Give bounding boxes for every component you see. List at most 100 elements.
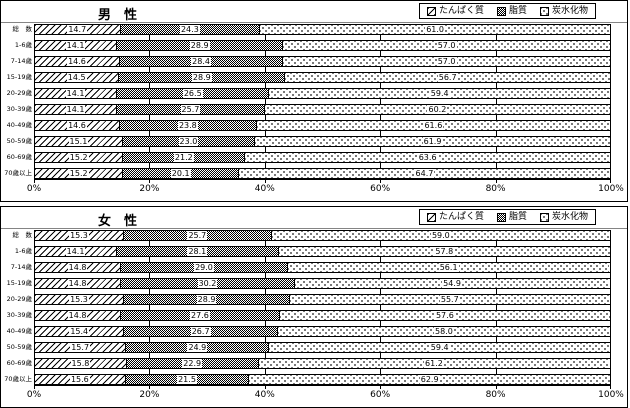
legend-marker-protein-icon: [426, 6, 436, 16]
row-label: 1-6歳: [14, 41, 32, 49]
data-label: 24.3: [179, 25, 200, 34]
data-label: 59.0: [430, 231, 451, 240]
bar-segment-fat: 23.0: [121, 137, 255, 146]
legend-marker-protein-icon: [426, 212, 436, 222]
bar-segment-fat: 24.9: [125, 343, 269, 352]
data-label: 14.6: [67, 121, 87, 130]
data-label: 14.5: [66, 73, 87, 82]
data-label: 30.2: [197, 279, 218, 288]
bar-row: 15.3 25.7 59.0: [34, 230, 611, 241]
row-label: 50-59歳: [6, 343, 32, 351]
gridline-40%: [264, 230, 266, 389]
x-tick-label: 60%: [370, 390, 391, 400]
bar-segment-protein: 14.1: [35, 247, 117, 256]
x-tick-label: 0%: [26, 390, 42, 400]
bar-segment-protein: 15.4: [35, 327, 124, 336]
bar-segment-protein: 15.3: [35, 295, 123, 304]
category-axis: 総 数 1-6歳 7-14歳 15-19歳 20-29歳 30-39歳 40-49歳 50-5…: [1, 24, 34, 180]
gridline-80%: [495, 24, 497, 183]
bar-segment-carb: 59.0: [270, 231, 610, 240]
row-label: 60-69歳: [6, 359, 32, 367]
data-label: 57.6: [434, 311, 455, 320]
bar-segment-protein: 15.1: [35, 137, 122, 146]
bar-segment-carb: 60.2: [263, 105, 610, 114]
bar-segment-carb: 61.9: [254, 137, 610, 146]
legend-item-protein: たんぱく質: [426, 211, 484, 223]
bar-segment-carb: 58.0: [276, 327, 610, 336]
bar-segment-carb: 56.7: [284, 73, 611, 82]
bar-segment-carb: 56.1: [286, 263, 610, 272]
data-label: 26.5: [182, 89, 203, 98]
bar-segment-carb: 62.9: [248, 375, 610, 384]
x-tick-label: 100%: [598, 390, 624, 400]
bar-segment-fat: 30.2: [120, 279, 294, 288]
bar-segment-carb: 61.0: [259, 25, 610, 34]
bar-segment-protein: 15.2: [35, 169, 123, 178]
x-tick-label: 80%: [485, 390, 506, 400]
bar-row: 14.1 26.5 59.4: [34, 88, 611, 99]
bar-segment-fat: 27.6: [120, 311, 279, 320]
bar-row: 14.5 28.9 56.7: [34, 72, 611, 83]
data-label: 14.7: [67, 25, 88, 34]
bar-row: 14.6 28.4 57.0: [34, 56, 611, 67]
chart-title-female: 女 性: [98, 214, 138, 229]
data-label: 63.6: [417, 153, 438, 162]
legend-marker-fat-icon: [496, 6, 506, 16]
row-label: 総 数: [12, 231, 33, 239]
bar-row: 14.1 28.9 57.0: [34, 40, 611, 51]
bar-row: 15.2 21.2 63.6: [34, 152, 611, 163]
data-label: 56.1: [438, 263, 459, 272]
bar-segment-fat: 22.9: [125, 359, 258, 368]
data-label: 14.1: [65, 105, 86, 114]
data-label: 57.0: [436, 57, 457, 66]
bar-segment-fat: 28.9: [118, 73, 285, 82]
data-label: 15.6: [69, 375, 90, 384]
data-label: 59.4: [429, 343, 450, 352]
data-label: 58.0: [433, 327, 454, 336]
bar-row: 14.8 29.0 56.1: [34, 262, 611, 273]
bar-segment-protein: 14.1: [35, 105, 117, 114]
row-label: 50-59歳: [6, 137, 32, 145]
gridline-60%: [380, 24, 382, 183]
row-label: 70歳以上: [4, 169, 32, 177]
gridline-80%: [495, 230, 497, 389]
bar-row: 14.8 30.2 54.9: [34, 278, 611, 289]
data-label: 15.4: [69, 327, 90, 336]
data-label: 15.7: [70, 343, 91, 352]
row-label: 40-49歳: [6, 121, 32, 129]
bar-segment-protein: 14.6: [35, 121, 119, 130]
gridline-100%: [610, 24, 611, 183]
bar-segment-protein: 15.3: [35, 231, 123, 240]
row-label: 1-6歳: [14, 247, 32, 255]
x-axis: 0% 20% 40% 60% 80% 100%: [27, 386, 624, 401]
bar-row: 14.7 24.3 61.0: [34, 24, 611, 35]
data-label: 14.1: [65, 247, 86, 256]
data-label: 14.1: [65, 89, 86, 98]
data-label: 15.1: [68, 137, 89, 146]
data-label: 15.2: [68, 153, 89, 162]
bar-segment-carb: 57.0: [282, 41, 610, 50]
bar-segment-fat: 29.0: [120, 263, 287, 272]
legend-item-fat: 脂質: [496, 211, 527, 223]
legend-label-protein: たんぱく質: [438, 6, 484, 16]
legend-marker-carb-icon: [539, 6, 549, 16]
bar-segment-protein: 14.8: [35, 279, 121, 288]
bar-segment-fat: 25.7: [122, 231, 271, 240]
bar-row: 14.1 28.1 57.8: [34, 246, 611, 257]
bar-row: 15.1 23.0 61.9: [34, 136, 611, 147]
bar-segment-fat: 20.1: [122, 169, 238, 178]
x-tick-label: 40%: [254, 184, 275, 194]
bar-segment-fat: 28.9: [122, 295, 290, 304]
bar-segment-carb: 64.7: [237, 169, 610, 178]
bar-segment-fat: 25.7: [116, 105, 264, 114]
data-label: 15.2: [68, 169, 89, 178]
data-label: 24.9: [187, 343, 208, 352]
data-label: 57.0: [436, 41, 457, 50]
data-label: 21.5: [177, 375, 197, 384]
legend-marker-carb-icon: [539, 212, 549, 222]
chart-title-male: 男 性: [98, 8, 138, 23]
data-label: 25.7: [180, 105, 201, 114]
x-tick-label: 0%: [26, 184, 42, 194]
bar-segment-protein: 14.1: [35, 41, 117, 50]
